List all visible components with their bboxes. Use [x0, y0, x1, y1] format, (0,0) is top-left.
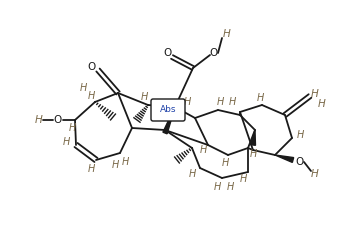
- Text: H: H: [213, 182, 221, 192]
- Text: H: H: [35, 115, 43, 125]
- Text: H: H: [228, 97, 236, 107]
- Text: H: H: [256, 93, 264, 103]
- Polygon shape: [275, 155, 294, 162]
- Text: H: H: [62, 137, 70, 147]
- FancyBboxPatch shape: [151, 99, 185, 121]
- Text: H: H: [87, 164, 95, 174]
- Text: H: H: [79, 83, 87, 93]
- Text: O: O: [295, 157, 303, 167]
- Text: H: H: [216, 97, 224, 107]
- Text: H: H: [68, 123, 76, 133]
- Text: H: H: [311, 89, 319, 99]
- Text: H: H: [140, 92, 148, 102]
- Text: O: O: [164, 48, 172, 58]
- Text: O: O: [210, 48, 218, 58]
- Text: Abs: Abs: [160, 105, 176, 114]
- Text: H: H: [199, 145, 207, 155]
- Text: H: H: [188, 169, 196, 179]
- Text: O: O: [88, 62, 96, 72]
- Text: H: H: [296, 130, 304, 140]
- Text: H: H: [318, 99, 326, 109]
- Text: H: H: [87, 91, 95, 101]
- Text: H: H: [121, 157, 129, 167]
- Text: O: O: [54, 115, 62, 125]
- Text: H: H: [226, 182, 234, 192]
- Polygon shape: [163, 107, 175, 134]
- Text: H: H: [223, 29, 231, 39]
- Text: H: H: [249, 149, 257, 159]
- Polygon shape: [251, 130, 256, 145]
- Text: H: H: [111, 160, 119, 170]
- Text: H: H: [183, 97, 191, 107]
- Text: H: H: [221, 158, 229, 168]
- Text: H: H: [239, 174, 247, 184]
- Text: H: H: [311, 169, 319, 179]
